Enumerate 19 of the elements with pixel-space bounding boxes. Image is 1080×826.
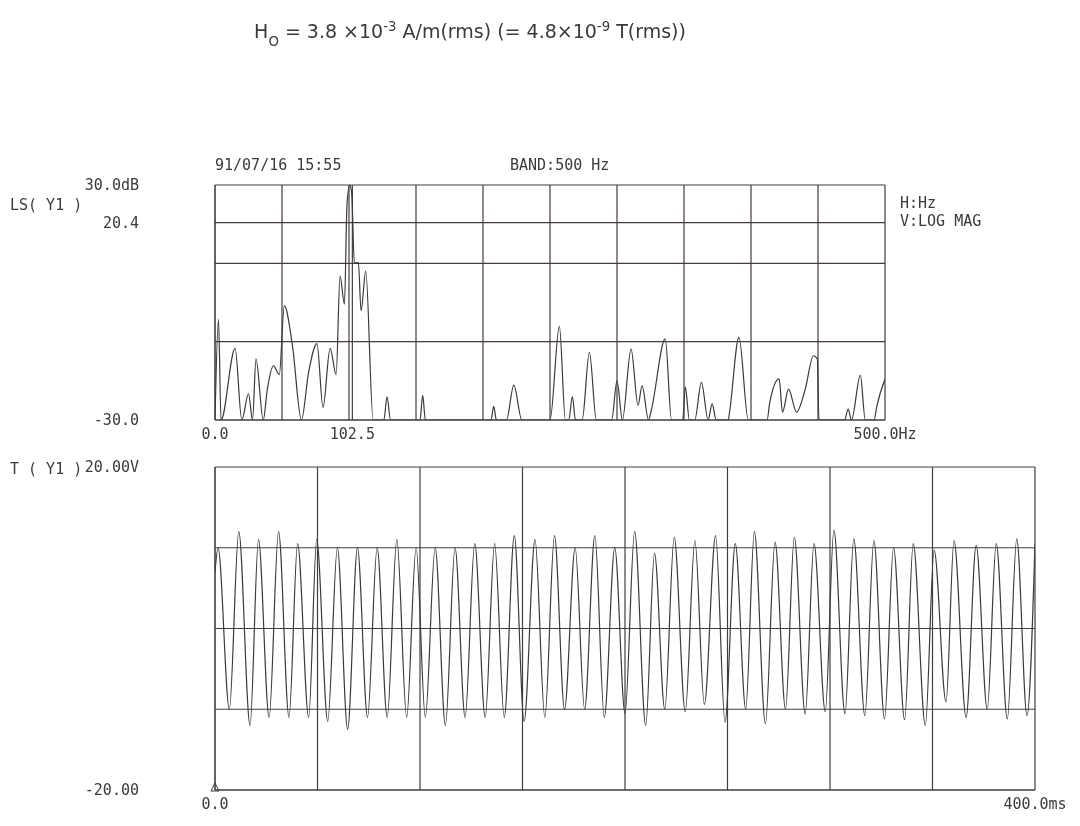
y-tick-label: 20.00V — [84, 458, 139, 477]
y-axis-title: T ( Y1 ) — [10, 460, 83, 478]
y-tick-label: -30.0 — [93, 411, 139, 430]
text: BAND:500 Hz — [510, 156, 610, 174]
x-tick-label: 0.0 — [201, 424, 229, 443]
x-tick-label: 102.5 — [329, 424, 375, 443]
text: H:Hz — [900, 194, 937, 212]
chart-title: H$_{O}$ = 3.8 ×10$^{-3}$ A/m(rms) (= 4.8×10$^{-9}$ T(rms)) — [254, 18, 686, 49]
x-tick-label: 400.0ms — [1003, 794, 1067, 813]
line-series — [215, 529, 1035, 731]
text: V:LOG MAG — [900, 212, 982, 230]
line-series — [215, 185, 885, 420]
y-tick-label: 30.0dB — [84, 176, 139, 195]
y-axis-title: LS( Y1 ) — [10, 196, 83, 214]
x-tick-label: 500.0Hz — [853, 424, 917, 443]
text: 91/07/16 15:55 — [215, 156, 342, 174]
x-tick-label: 0.0 — [201, 794, 229, 813]
y-tick-label: 20.4 — [102, 213, 139, 232]
y-tick-label: -20.00 — [84, 781, 139, 800]
